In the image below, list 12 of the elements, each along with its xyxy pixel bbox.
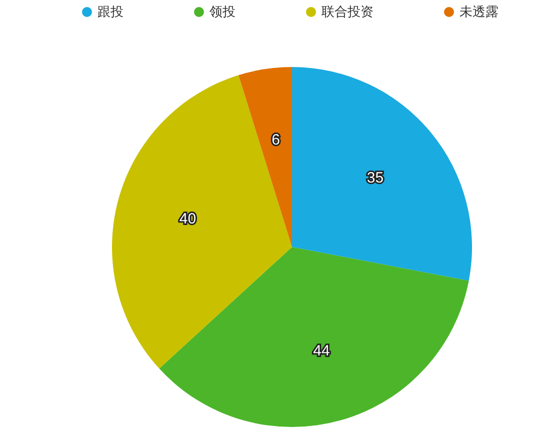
legend-label: 跟投: [98, 3, 124, 21]
data-label: 35: [366, 170, 384, 187]
data-label: 40: [179, 210, 196, 228]
pie-slice: [112, 75, 292, 369]
legend-label: 未透露: [460, 3, 498, 21]
data-label: 44: [313, 342, 330, 360]
legend-label: 领投: [210, 3, 236, 21]
legend-label: 联合投资: [322, 3, 374, 21]
pie-slice: [159, 247, 469, 427]
pie-slice: [292, 67, 472, 281]
data-label: 6: [272, 132, 280, 149]
pie-slice: [238, 67, 292, 247]
